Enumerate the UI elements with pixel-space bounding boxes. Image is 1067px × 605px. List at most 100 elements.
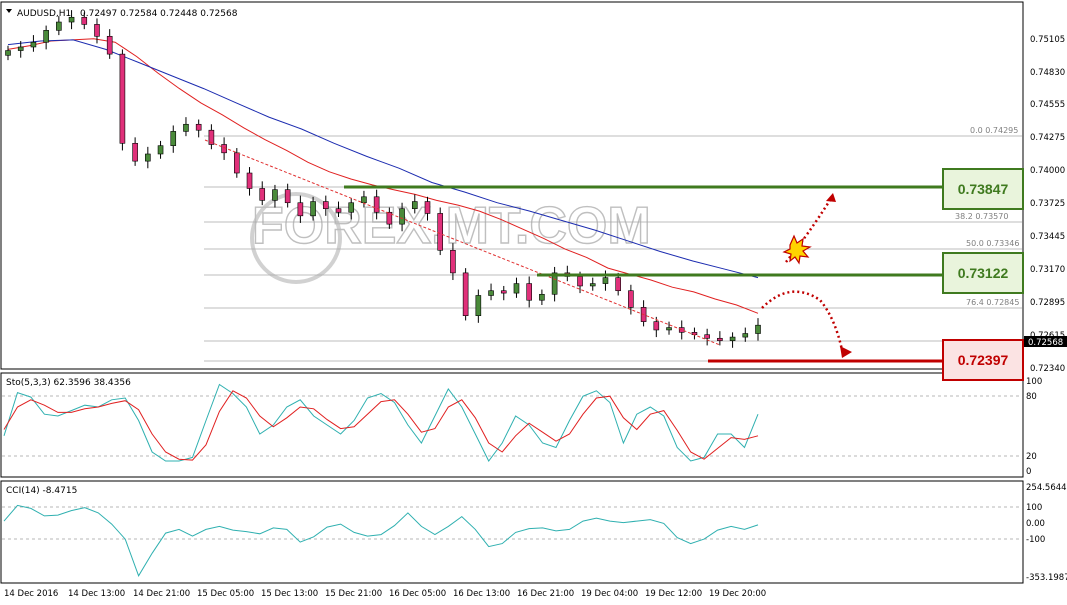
arrowhead-up-icon [826,193,836,202]
svg-text:14 Dec 2016: 14 Dec 2016 [4,589,58,599]
fibo-label-382: 38.2 0.73570 [955,212,1008,221]
cci-panel [0,480,1024,584]
stochastic-axis: 100 80 20 0 [1026,377,1042,477]
candle-body [500,290,507,294]
candle-body [755,324,761,334]
level-box-0.73847: 0.73847 [942,168,1024,210]
level-box-0.72397: 0.72397 [942,339,1024,381]
candle-body [729,336,736,341]
svg-text:14 Dec 21:00: 14 Dec 21:00 [133,589,190,599]
svg-text:100: 100 [1026,503,1042,513]
svg-text:0.00: 0.00 [1026,519,1045,529]
candle-body [56,21,62,31]
candle-body [208,129,215,145]
svg-text:0.72340: 0.72340 [1030,364,1065,374]
candle-body [259,188,266,201]
candle-body [666,327,672,331]
svg-text:0.74000: 0.74000 [1030,166,1065,176]
candle-body [94,24,100,37]
candle-body [488,290,494,296]
price-axis: 0.75105 0.74830 0.74555 0.74275 0.74000 … [1030,35,1065,374]
candle-body [43,30,49,43]
candle-body [272,189,278,201]
level-value-1: 0.73847 [958,181,1009,197]
svg-text:0.74275: 0.74275 [1030,133,1065,143]
candle-body [577,276,583,287]
svg-text:80: 80 [1026,392,1037,402]
explosion-icon [782,234,812,265]
candle-body [424,201,431,214]
svg-text:19 Dec 04:00: 19 Dec 04:00 [581,589,638,599]
slow-ma-line [7,39,759,279]
stoch-main-line [3,383,759,462]
candle-body [589,283,596,287]
svg-text:0.75105: 0.75105 [1030,35,1065,45]
stochastic-lines [3,383,759,462]
candle-body [551,272,558,295]
candle-body [81,16,88,25]
candle-body [462,272,469,316]
candle-body [526,283,532,301]
candle-body [615,277,621,292]
current-price: 0.72568 [1028,338,1063,348]
candle-body [411,201,418,209]
dropdown-triangle-icon[interactable] [6,9,12,13]
candle-body [704,334,710,339]
candle-body [284,189,291,204]
candle-body [678,327,685,333]
candlesticks [5,10,761,348]
svg-text:254.5644: 254.5644 [1026,483,1067,493]
cci-axis: 254.5644 100 0.00 -100 -353.1987 [1026,483,1067,583]
chart-symbol: AUDUSD,H1 [17,9,71,19]
svg-text:-353.1987: -353.1987 [1026,573,1067,583]
stochastic-panel [0,372,1024,478]
svg-text:16 Dec 21:00: 16 Dec 21:00 [517,589,574,599]
level-value-3: 0.72397 [958,352,1009,368]
candle-body [5,50,11,56]
candle-body [437,213,444,251]
svg-text:19 Dec 20:00: 19 Dec 20:00 [709,589,766,599]
candle-body [373,196,380,213]
candle-body [119,53,126,144]
svg-text:0.74555: 0.74555 [1030,100,1065,110]
candle-body [628,290,634,308]
svg-text:0.72895: 0.72895 [1030,298,1065,308]
candle-body [475,295,482,316]
arrowhead-down-icon [840,346,852,358]
svg-text:0: 0 [1026,467,1031,477]
ohlc-readout: 0.72497 0.72584 0.72448 0.72568 [80,9,238,19]
time-axis: 14 Dec 2016 14 Dec 13:00 14 Dec 21:00 15… [4,589,766,599]
level-value-2: 0.73122 [958,265,1009,281]
current-price-marker [1024,336,1067,347]
candle-body [246,172,253,189]
cci-label: CCI(14) -8.4715 [6,486,77,496]
candle-body [132,142,138,162]
candle-body [30,41,37,48]
svg-text:15 Dec 05:00: 15 Dec 05:00 [197,589,254,599]
candle-body [386,211,393,225]
svg-text:19 Dec 12:00: 19 Dec 12:00 [645,589,702,599]
svg-text:0.73170: 0.73170 [1030,265,1065,275]
svg-text:0.73445: 0.73445 [1030,232,1065,242]
svg-text:15 Dec 21:00: 15 Dec 21:00 [325,589,382,599]
candle-body [297,202,304,217]
cci-line [3,504,759,577]
stochastic-label: Sto(5,3,3) 62.3596 38.4356 [6,378,131,388]
svg-text:16 Dec 13:00: 16 Dec 13:00 [453,589,510,599]
svg-text:-100: -100 [1026,535,1045,545]
reversal-arrow [761,290,844,351]
candle-body [310,201,316,217]
candle-body [361,196,367,204]
candle-body [450,249,456,274]
candle-body [68,16,75,23]
candle-body [513,283,520,294]
candle-body [183,123,189,132]
candle-body [145,153,151,162]
stoch-signal-line [3,390,759,461]
watermark-text: FOREX.MT.COM [252,197,651,255]
candle-body [106,35,113,55]
cci-line [3,504,759,577]
candle-body [17,46,24,51]
candle-body [717,337,723,341]
